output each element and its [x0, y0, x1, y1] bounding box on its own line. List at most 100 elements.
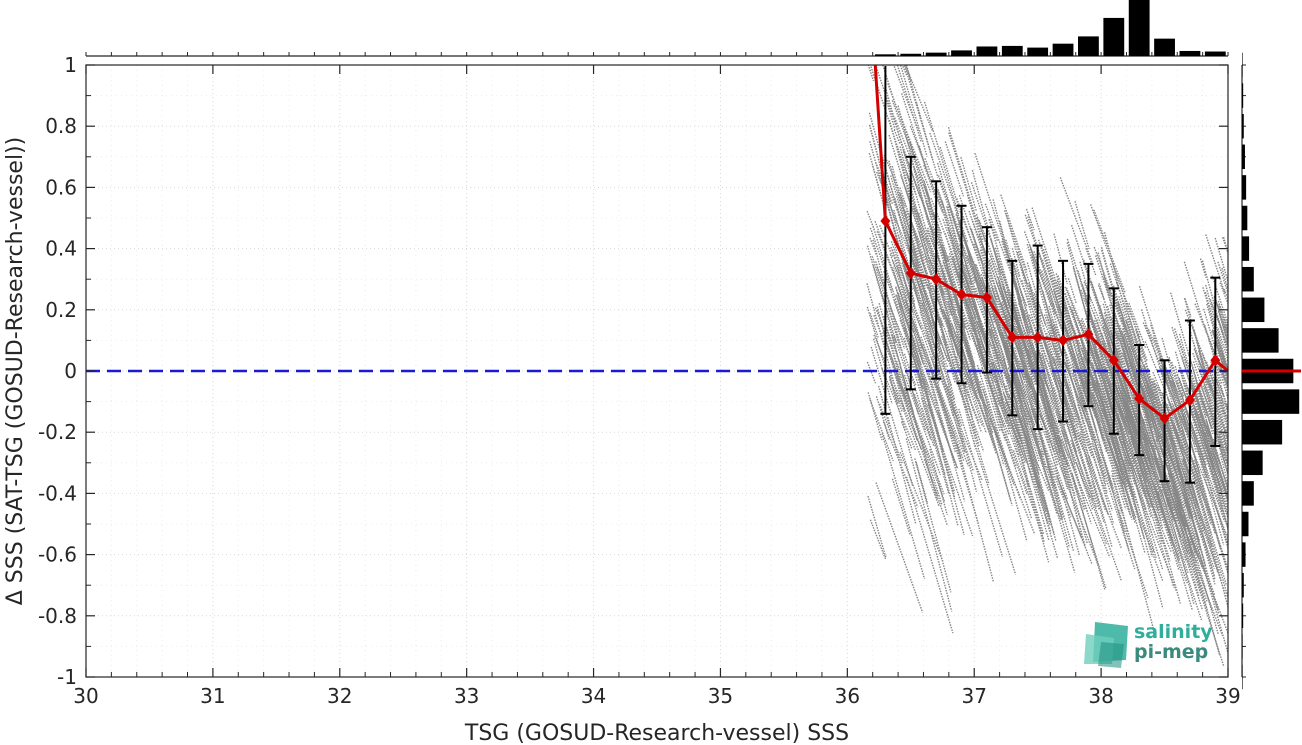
- scatter-point: [1198, 439, 1207, 460]
- scatter-point: [891, 478, 911, 536]
- scatter-point: [1214, 237, 1228, 284]
- scatter-point: [1099, 305, 1142, 464]
- scatter-point: [1090, 339, 1123, 446]
- scatter-point: [957, 223, 1006, 340]
- scatter-point: [947, 330, 974, 418]
- scatter-point: [967, 342, 994, 433]
- mean-point: [1032, 331, 1043, 344]
- scatter-point: [908, 247, 934, 315]
- scatter-point: [936, 386, 963, 459]
- top-histogram-bar: [976, 46, 998, 56]
- scatter-point: [894, 117, 913, 162]
- scatter-point: [1120, 379, 1131, 405]
- scatter-point: [1166, 403, 1191, 477]
- scatter-point: [988, 259, 1032, 390]
- right-histogram-bar: [1242, 542, 1246, 567]
- scatter-point: [1094, 255, 1128, 354]
- scatter-point: [958, 354, 975, 412]
- scatter-point: [1220, 318, 1228, 342]
- scatter-point: [1041, 353, 1078, 454]
- y-tick-label: -0.8: [38, 604, 77, 628]
- scatter-point: [901, 262, 909, 282]
- scatter-point: [997, 328, 1045, 457]
- right-histogram-bar: [1242, 113, 1244, 139]
- scatter-point: [985, 328, 1030, 489]
- scatter-point: [1000, 194, 1028, 272]
- right-histogram-bar: [1242, 481, 1254, 506]
- salinity-pi-mep-logo: salinity pi-mep: [1084, 621, 1213, 668]
- scatter-point: [1091, 392, 1135, 498]
- scatter-point: [1230, 417, 1238, 436]
- scatter-point: [999, 421, 1033, 519]
- scatter-point: [1113, 359, 1155, 499]
- mean-point: [931, 273, 942, 286]
- scatter-point: [1010, 397, 1059, 559]
- scatter-point: [1122, 349, 1130, 367]
- scatter-point: [969, 429, 1017, 575]
- scatter-point: [903, 389, 945, 495]
- scatter-point: [1015, 326, 1038, 406]
- mean-point: [1184, 394, 1195, 407]
- scatter-point: [1218, 303, 1228, 330]
- scatter-point: [1170, 476, 1187, 532]
- scatter-point: [1152, 337, 1195, 439]
- scatter-point: [988, 328, 1024, 432]
- scatter-point: [1025, 480, 1050, 563]
- x-tick-label: 37: [961, 684, 986, 708]
- scatter-point: [1211, 379, 1225, 415]
- top-histogram-bar: [1103, 17, 1125, 57]
- scatter-point: [1004, 371, 1013, 397]
- scatter-point: [1178, 333, 1228, 507]
- scatter-point: [891, 335, 933, 483]
- scatter-point: [940, 368, 961, 424]
- scatter-point: [1042, 388, 1061, 454]
- scatter-point: [1108, 316, 1130, 387]
- scatter-point: [888, 376, 903, 413]
- right-histogram-bar: [1242, 236, 1250, 261]
- scatter-point: [908, 224, 929, 276]
- mean-point: [1210, 354, 1221, 367]
- scatter-point: [939, 146, 961, 210]
- scatter-point: [976, 313, 1004, 409]
- scatter-point: [1026, 262, 1047, 326]
- scatter-point: [904, 327, 929, 388]
- scatter-point: [1205, 361, 1218, 395]
- scatter-point: [1196, 382, 1228, 468]
- scatter-point: [1156, 457, 1179, 518]
- scatter-point: [903, 353, 932, 440]
- scatter-point: [1219, 443, 1228, 470]
- scatter-point: [1150, 405, 1177, 473]
- scatter-point: [866, 361, 877, 384]
- scatter-point: [1140, 309, 1161, 369]
- scatter-point: [1111, 388, 1143, 478]
- scatter-point: [914, 458, 952, 593]
- scatter-point: [1118, 509, 1149, 599]
- scatter-point: [1106, 305, 1144, 426]
- scatter-point: [868, 124, 883, 174]
- scatter-point: [895, 360, 943, 505]
- y-tick-label: 0.4: [45, 237, 77, 261]
- scatter-point: [876, 231, 917, 333]
- scatter-point: [905, 438, 953, 612]
- scatter-point: [1033, 353, 1070, 458]
- right-histogram: [1242, 52, 1301, 690]
- scatter-point: [1190, 422, 1228, 547]
- scatter-point: [990, 239, 1039, 409]
- scatter-point: [918, 358, 959, 469]
- scatter-point: [943, 363, 953, 387]
- scatter-point: [1129, 442, 1152, 518]
- scatter-point: [1010, 405, 1050, 542]
- scatter-point: [1201, 320, 1214, 347]
- scatter-point: [1183, 298, 1211, 389]
- scatter-point: [1091, 480, 1101, 504]
- scatter-point: [1089, 204, 1141, 338]
- scatter-point: [937, 411, 955, 462]
- scatter-point: [1088, 455, 1109, 516]
- y-tick-label: 1: [64, 53, 77, 77]
- scatter-point: [1015, 282, 1040, 364]
- scatter-point: [941, 335, 964, 399]
- scatter-point: [1117, 386, 1164, 516]
- scatter-point: [1094, 408, 1123, 488]
- scatter-point: [1066, 238, 1093, 319]
- scatter-point: [1175, 517, 1225, 668]
